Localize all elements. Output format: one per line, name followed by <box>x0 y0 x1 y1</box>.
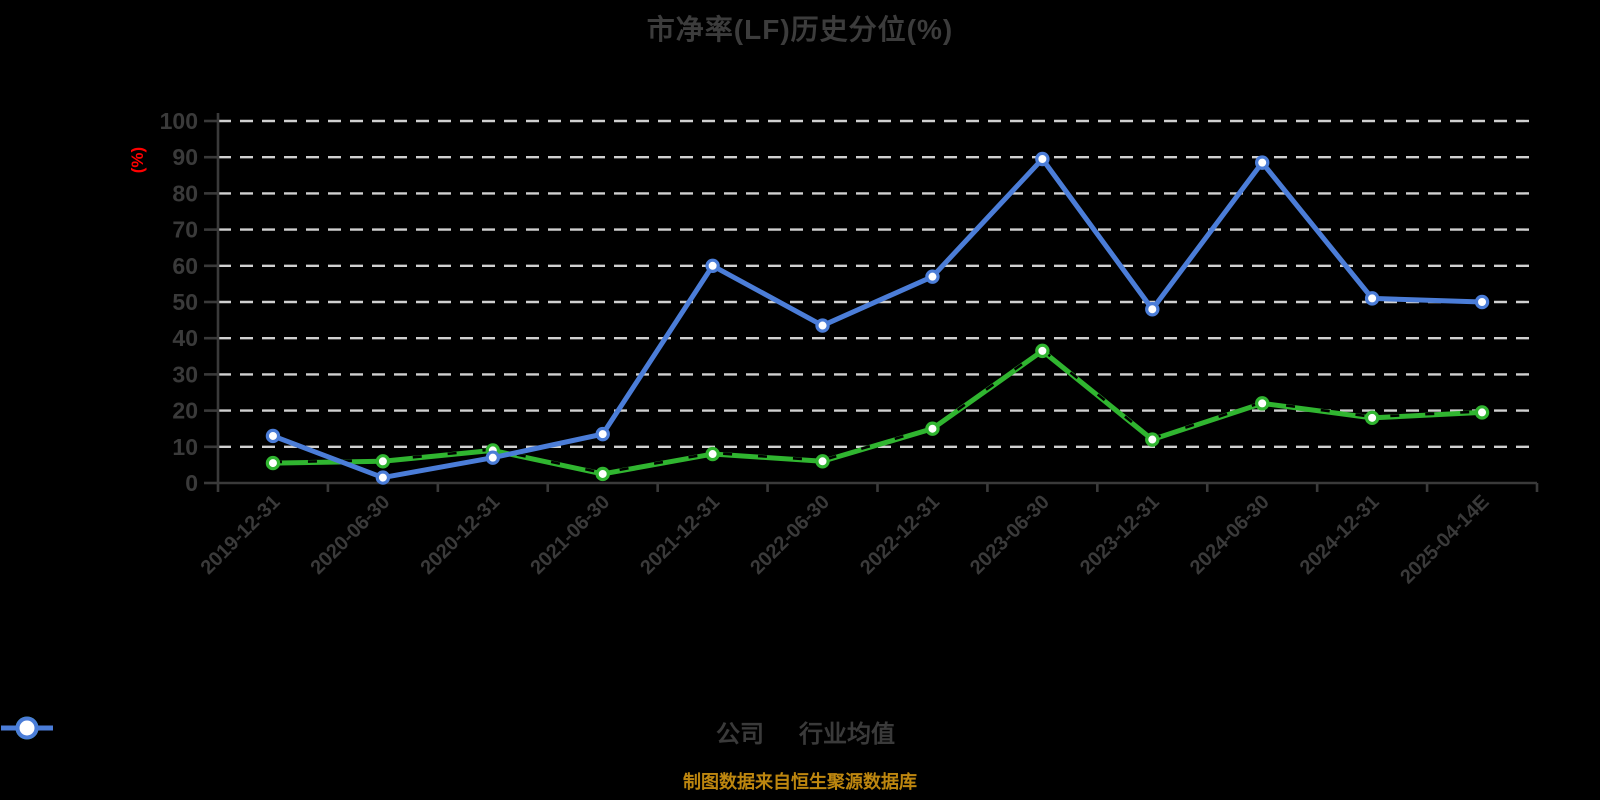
industry-data-point-2021-12-31[interactable] <box>705 258 720 273</box>
data-source-caption: 制图数据来自恒生聚源数据库 <box>683 772 917 792</box>
y-tick-label: 60 <box>172 253 198 279</box>
x-tick-label: 2023-12-31 <box>1076 491 1164 579</box>
company-series-line <box>270 348 1485 477</box>
y-tick-label: 10 <box>172 434 198 460</box>
industry-data-point-2020-12-31[interactable] <box>485 450 500 465</box>
chart-title: 市净率(LF)历史分位(%) <box>646 14 954 45</box>
chart-legend: 公司 行业均值 <box>0 714 1600 749</box>
x-tick-label: 2022-06-30 <box>746 491 834 579</box>
y-tick-label: 40 <box>172 325 198 351</box>
company-data-point-2021-06-30[interactable] <box>595 466 610 482</box>
legend-label-industry-average: 行业均值 <box>799 721 895 748</box>
y-tick-label: 50 <box>172 289 198 315</box>
x-tick-label: 2021-06-30 <box>526 491 614 579</box>
industry-data-point-2023-12-31[interactable] <box>1145 302 1160 317</box>
x-tick-label: 2019-12-31 <box>197 491 285 579</box>
y-tick-label: 0 <box>185 470 198 496</box>
industry-data-point-2021-06-30[interactable] <box>595 426 610 442</box>
legend-item-company[interactable]: 公司 <box>1 714 764 749</box>
x-tick-label: 2023-06-30 <box>966 491 1054 579</box>
y-tick-label: 30 <box>172 361 198 387</box>
y-tick-label: 20 <box>172 398 198 424</box>
x-tick-label: 2024-06-30 <box>1186 491 1274 579</box>
x-tick-label: 2020-06-30 <box>307 491 395 579</box>
industry-data-point-2025-04-14E[interactable] <box>1474 294 1490 310</box>
y-tick-label: 100 <box>160 108 198 134</box>
y-tick-label: 90 <box>172 144 198 170</box>
company-data-point-2020-06-30[interactable] <box>375 454 391 469</box>
y-tick-label: 70 <box>172 217 198 243</box>
legend-label-company: 公司 <box>716 721 764 748</box>
company-data-point-2022-06-30[interactable] <box>815 454 830 469</box>
industry-data-point-2022-06-30[interactable] <box>815 318 830 333</box>
x-tick-label: 2024-12-31 <box>1296 491 1384 579</box>
industry-data-point-2019-12-31[interactable] <box>265 428 281 444</box>
company-data-point-2022-12-31[interactable] <box>925 421 940 436</box>
company-data-point-2023-12-31[interactable] <box>1145 432 1160 447</box>
company-data-point-2025-04-14E[interactable] <box>1474 405 1490 420</box>
company-data-point-2024-12-31[interactable] <box>1364 410 1380 426</box>
industry-data-point-2020-06-30[interactable] <box>375 470 391 485</box>
company-data-point-2021-12-31[interactable] <box>705 446 720 462</box>
industry-data-point-2022-12-31[interactable] <box>925 269 940 284</box>
company-data-point-2019-12-31[interactable] <box>265 455 281 471</box>
industry-data-point-2024-12-31[interactable] <box>1364 291 1380 306</box>
x-tick-label: 2020-12-31 <box>416 491 504 579</box>
x-tick-label: 2022-12-31 <box>856 491 944 579</box>
company-data-point-2023-06-30[interactable] <box>1035 343 1050 359</box>
x-tick-label: 2025-04-14E <box>1396 491 1493 588</box>
industry-data-point-2023-06-30[interactable] <box>1035 151 1050 167</box>
industry-data-point-2024-06-30[interactable] <box>1255 155 1270 170</box>
legend-item-industry-average[interactable]: 行业均值 <box>1 714 895 749</box>
company-data-point-2024-06-30[interactable] <box>1255 396 1270 411</box>
x-tick-label: 2021-12-31 <box>636 491 724 579</box>
y-tick-label: 80 <box>172 180 198 206</box>
industry-average-series-line <box>270 156 1485 481</box>
